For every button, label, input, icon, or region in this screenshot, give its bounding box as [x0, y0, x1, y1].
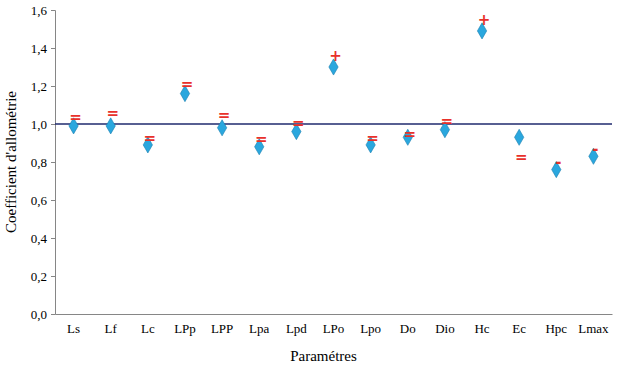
y-tick-mark: [51, 238, 55, 239]
y-axis-line: [51, 11, 56, 315]
x-tick-label: Lpa: [249, 321, 269, 336]
y-tick-label: 0,8: [31, 155, 47, 170]
x-tick: Dio: [435, 314, 455, 336]
y-tick-label: 0,6: [31, 193, 48, 208]
y-tick-label: 0,0: [31, 307, 47, 322]
annotation: =: [218, 106, 231, 124]
y-tick: 1,4: [31, 41, 55, 56]
y-tick-label: 1,2: [31, 79, 47, 94]
annotation: =: [366, 129, 379, 147]
y-tick-label: 1,6: [31, 3, 48, 18]
chart-svg: 0,00,20,40,60,81,01,21,41,6LsLfLcLPpLPPL…: [0, 0, 618, 371]
x-tick-label: Hc: [474, 321, 489, 336]
annotation: +: [329, 47, 342, 65]
x-tick-label: Ls: [67, 321, 80, 336]
x-axis-title: Paramétres: [290, 348, 357, 364]
x-axis: Ls Lf Lc LPp LPP Lpa Lpd LPo Lpo Do Dio Hc Ec Hpc Lmax: [56, 314, 613, 336]
annotation: +: [478, 11, 491, 29]
y-tick-mark: [51, 48, 55, 49]
x-tick: Hpc: [545, 314, 567, 336]
x-tick: Lpa: [249, 314, 269, 336]
annotation: =: [403, 125, 416, 143]
y-tick-label: 0,2: [31, 269, 47, 284]
x-tick-label: LPP: [211, 321, 233, 336]
x-tick: Ls: [67, 314, 80, 336]
x-axis-line: [56, 314, 613, 315]
y-axis-title: Coefficient d'allométrie: [3, 91, 19, 233]
x-tick: Lpd: [286, 314, 307, 336]
y-tick-mark: [51, 200, 55, 201]
x-tick: LPo: [323, 314, 345, 336]
annotation: =: [144, 129, 157, 147]
point: [515, 129, 524, 145]
y-tick: 0,0: [31, 307, 55, 322]
x-tick-label: Lmax: [578, 321, 609, 336]
chart-container: 0,00,20,40,60,81,01,21,41,6LsLfLcLPpLPPL…: [0, 0, 618, 371]
y-tick-mark: [51, 276, 55, 277]
y-tick: 0,2: [31, 269, 55, 284]
y-tick: 0,8: [31, 155, 55, 170]
x-tick: Hc: [474, 314, 489, 336]
x-tick-label: LPp: [174, 321, 196, 336]
y-tick-label: 1,4: [31, 41, 48, 56]
x-tick-label: Lc: [141, 321, 155, 336]
annotation: -: [592, 140, 598, 158]
annotation: =: [515, 148, 528, 166]
annotation: =: [181, 75, 194, 93]
x-tick: LPp: [174, 314, 196, 336]
plot-root: 0,00,20,40,60,81,01,21,41,6LsLfLcLPpLPPL…: [31, 3, 613, 337]
annotation: =: [69, 108, 82, 126]
x-tick-label: LPo: [323, 321, 345, 336]
annotation: =: [255, 130, 268, 148]
y-tick: 1,0: [31, 117, 55, 132]
x-tick: Lpo: [360, 314, 381, 336]
y-tick: 1,2: [31, 79, 55, 94]
x-tick: LPP: [211, 314, 233, 336]
annotation: =: [106, 104, 119, 122]
x-tick-label: Lpd: [286, 321, 307, 336]
x-tick: Lc: [141, 314, 155, 336]
annotation: =: [292, 114, 305, 132]
y-tick-mark: [51, 162, 55, 163]
x-tick: Ec: [512, 314, 526, 336]
x-tick-label: Lf: [105, 321, 118, 336]
x-tick-label: Ec: [512, 321, 526, 336]
annotation: =: [441, 112, 454, 130]
y-tick-mark: [51, 86, 55, 87]
x-tick: Do: [400, 314, 416, 336]
y-axis: 0,0 0,2 0,4 0,6 0,8 1,0 1,2 1,4 1,6: [31, 3, 56, 322]
x-tick-label: Dio: [435, 321, 455, 336]
x-tick-label: Do: [400, 321, 416, 336]
x-tick-label: Hpc: [545, 321, 567, 336]
x-tick-label: Lpo: [360, 321, 381, 336]
y-tick: 0,4: [31, 231, 55, 246]
y-tick-mark: [51, 314, 55, 315]
marks: [55, 23, 612, 178]
y-tick-mark: [51, 10, 55, 11]
y-tick: 0,6: [31, 193, 55, 208]
y-tick-label: 1,0: [31, 117, 47, 132]
x-tick: Lf: [105, 314, 118, 336]
x-tick: Lmax: [578, 314, 609, 336]
y-tick: 1,6: [31, 3, 55, 18]
y-tick-mark: [51, 124, 55, 125]
annotation: -: [555, 153, 561, 171]
y-tick-label: 0,4: [31, 231, 48, 246]
reference-line: [55, 123, 612, 125]
annotations: = = = = = = = + = = = + = - -: [69, 11, 598, 172]
